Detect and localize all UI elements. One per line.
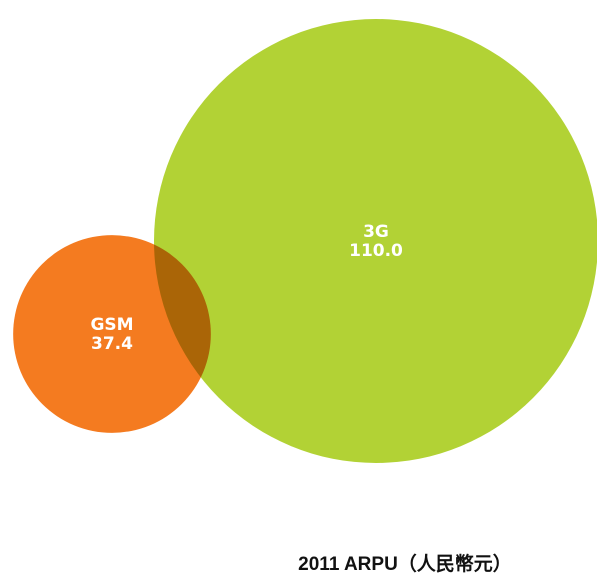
bubble-name: GSM: [90, 315, 133, 335]
bubble: [13, 235, 211, 433]
bubble-name: 3G: [363, 222, 389, 242]
bubble-value: 37.4: [91, 334, 133, 354]
bubble: [154, 19, 597, 463]
bubble-value: 110.0: [349, 241, 403, 261]
chart-title: 2011 ARPU（人民幣元）: [298, 552, 512, 575]
